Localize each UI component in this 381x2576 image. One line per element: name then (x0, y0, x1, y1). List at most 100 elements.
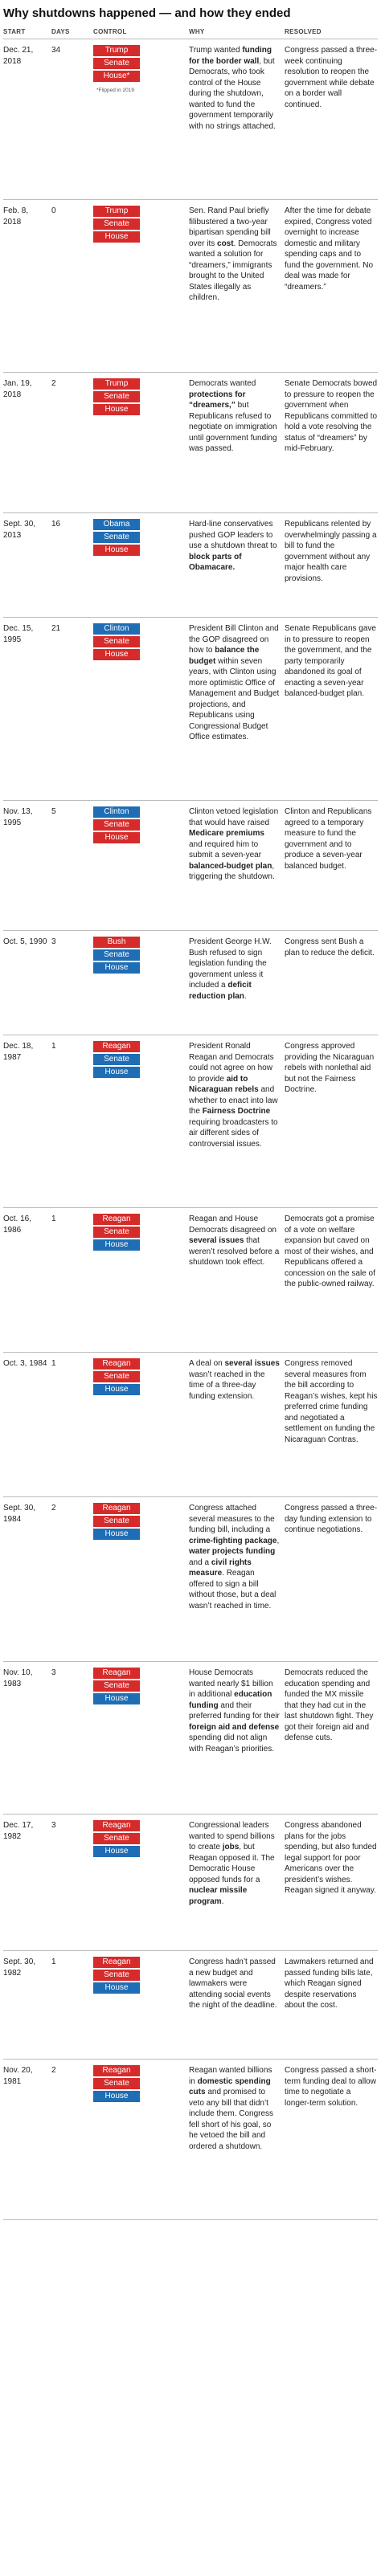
start-date: Nov. 20, 1981 (3, 2066, 33, 2086)
control-cell: Reagan Senate House (93, 2065, 189, 2213)
party-badge: Bush (93, 937, 140, 948)
party-badge: House (93, 404, 140, 415)
why-text: President Ronald Reagan and Democrats co… (189, 1042, 274, 1084)
days-count: 2 (51, 2066, 56, 2075)
why-text: and promised to veto any bill that didn’… (189, 2088, 274, 2151)
days-count: 1 (51, 1215, 56, 1223)
control-cell: Bush Senate House (93, 937, 189, 1028)
party-badge: Trump (93, 378, 140, 390)
why-emphasis: protections for “dreamers,” (189, 390, 246, 410)
why-text: House Democrats wanted nearly $1 billion… (189, 1668, 273, 1699)
table-row: Sept. 30, 2013 16 Obama Senate House Hard-lin… (3, 513, 378, 618)
table-row: Oct. 5, 1990 3 Bush Senate House President Ge… (3, 931, 378, 1035)
why-text: Reagan wanted billions in (189, 2066, 272, 2086)
control-cell: Reagan Senate House (93, 1041, 189, 1201)
why-text: and a (189, 1557, 211, 1567)
resolved-cell: After the time for debate expired, Congr… (285, 206, 374, 292)
table-row: Dec. 21, 2018 34 Trump Senate House* *Flipped… (3, 39, 378, 200)
party-badge: House (93, 832, 140, 843)
control-cell: Trump Senate House (93, 206, 189, 365)
why-emphasis: balance the budget (189, 646, 260, 666)
party-badge: Reagan (93, 1820, 140, 1831)
resolved-cell: Congress passed a three-week continuing … (285, 46, 378, 109)
why-emphasis: block parts of Obamacare. (189, 552, 242, 573)
why-cell: Sen. Rand Paul briefly filibustered a tw… (189, 206, 285, 365)
why-emphasis: education funding (189, 1690, 272, 1710)
why-text: . (244, 991, 247, 1001)
why-cell: House Democrats wanted nearly $1 billion… (189, 1668, 285, 1807)
party-badge: Clinton (93, 623, 140, 635)
party-badge: House (93, 1693, 140, 1704)
days-count: 2 (51, 379, 56, 388)
why-text: and required him to submit a seven-year (189, 839, 262, 860)
why-text: within seven years, with Clinton using m… (189, 656, 280, 742)
party-badge: Senate (93, 532, 140, 543)
why-emphasis: jobs (222, 1843, 240, 1851)
control-cell: Trump Senate House* *Flipped in 2019 (93, 45, 189, 193)
days-count: 1 (51, 1042, 56, 1051)
party-badge: Senate (93, 2078, 140, 2089)
why-cell: President George H.W. Bush refused to si… (189, 937, 285, 1028)
control-cell: Reagan Senate House (93, 1668, 189, 1807)
start-date: Nov. 10, 1983 (3, 1668, 33, 1688)
table-row: Jan. 19, 2018 2 Trump Senate House Democrats … (3, 373, 378, 513)
party-badge: House (93, 1846, 140, 1857)
table-row: Dec. 17, 1982 3 Reagan Senate House Congressi… (3, 1815, 378, 1951)
table-row: Oct. 3, 1984 1 Reagan Senate House A deal on … (3, 1353, 378, 1497)
table-row: Oct. 16, 1986 1 Reagan Senate House Reagan an… (3, 1208, 378, 1353)
table-row: Dec. 18, 1987 1 Reagan Senate House President… (3, 1035, 378, 1208)
party-badge: Senate (93, 391, 140, 402)
why-text: , but Reagan opposed it. The Democratic … (189, 1843, 275, 1884)
days-count: 1 (51, 1958, 56, 1966)
resolved-cell: Congress passed a three-day funding exte… (285, 1504, 378, 1534)
party-badge: Reagan (93, 1668, 140, 1679)
why-text: that weren’t resolved before a shutdown … (189, 1236, 280, 1267)
party-badge: Senate (93, 1970, 140, 1981)
why-cell: Democrats wanted protections for “dreame… (189, 378, 285, 506)
why-emphasis: Fairness Doctrine (202, 1107, 271, 1116)
start-date: Oct. 16, 1986 (3, 1215, 32, 1235)
control-cell: Obama Senate House (93, 519, 189, 610)
why-emphasis: nuclear missile program (189, 1886, 248, 1906)
why-cell: President Bill Clinton and the GOP disag… (189, 623, 285, 794)
why-text: A deal on (189, 1359, 225, 1368)
party-badge: Reagan (93, 1358, 140, 1370)
header-start: START (3, 28, 26, 35)
start-date: Nov. 13, 1995 (3, 807, 33, 827)
days-count: 3 (51, 1668, 56, 1677)
shutdown-table: Dec. 21, 2018 34 Trump Senate House* *Flipped… (3, 39, 378, 2220)
start-date: Oct. 3, 1984 (3, 1359, 47, 1368)
party-badge: Senate (93, 58, 140, 69)
start-date: Dec. 18, 1987 (3, 1042, 34, 1062)
party-badge: Trump (93, 45, 140, 56)
why-text: and whether to enact into law the (189, 1085, 278, 1116)
why-cell: Reagan and House Democrats disagreed on … (189, 1214, 285, 1345)
party-badge: House (93, 1529, 140, 1540)
header-resolved: RESOLVED (285, 28, 322, 35)
party-badge: House (93, 962, 140, 974)
why-text: Congressional leaders wanted to spend bi… (189, 1821, 275, 1851)
why-emphasis: deficit reduction plan (189, 981, 252, 1001)
table-row: Dec. 15, 1995 21 Clinton Senate House Preside… (3, 618, 378, 801)
days-count: 34 (51, 46, 61, 55)
start-date: Dec. 21, 2018 (3, 46, 34, 66)
party-badge: Senate (93, 819, 140, 831)
resolved-cell: Republicans relented by overwhelmingly p… (285, 520, 377, 583)
days-count: 16 (51, 520, 61, 529)
party-badge: Reagan (93, 1214, 140, 1225)
header-days: DAYS (51, 28, 70, 35)
party-badge: Reagan (93, 1503, 140, 1514)
why-text: President George H.W. Bush refused to si… (189, 937, 272, 990)
why-emphasis: domestic spending cuts (189, 2076, 271, 2097)
days-count: 1 (51, 1359, 56, 1368)
start-date: Dec. 17, 1982 (3, 1821, 34, 1841)
party-badge: Senate (93, 1227, 140, 1238)
party-badge: Obama (93, 519, 140, 530)
party-badge: Senate (93, 218, 140, 230)
why-cell: Congress hadn’t passed a new budget and … (189, 1957, 285, 2052)
party-badge: Reagan (93, 1041, 140, 1052)
why-cell: A deal on several issues wasn’t reached … (189, 1358, 285, 1490)
table-row: Nov. 20, 1981 2 Reagan Senate House Reagan wa… (3, 2060, 378, 2220)
party-badge: Trump (93, 206, 140, 217)
why-emphasis: balanced-budget plan (189, 861, 272, 871)
